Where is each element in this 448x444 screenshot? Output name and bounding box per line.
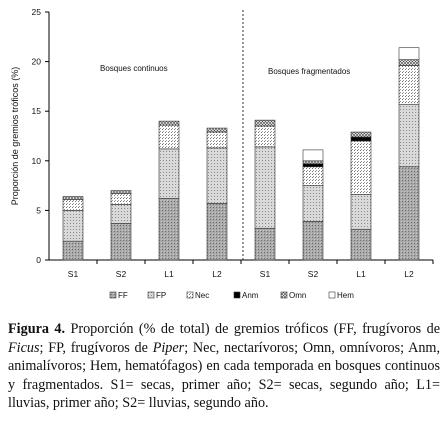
legend-label-anm: Anm [242, 291, 259, 300]
bars [62, 47, 420, 261]
x-tick-label: S1 [260, 269, 271, 279]
bar-segment-nec [206, 131, 228, 149]
y-ticks: 0 5 10 15 20 25 [32, 7, 49, 265]
bar-segment-omn [62, 196, 84, 200]
y-tick-label: 15 [32, 106, 42, 116]
legend-label-ff: FF [118, 291, 128, 300]
bar-segment-fp [350, 194, 372, 230]
bar-segment-hem [398, 47, 420, 60]
bar-segment-fp [398, 103, 420, 168]
bar-segment-nec [398, 65, 420, 105]
bar-segment-omn [398, 59, 420, 66]
bar-segment-fp [158, 148, 180, 199]
bar-segment-ff [302, 221, 324, 261]
x-tick-label: L1 [356, 269, 366, 279]
caption-part: Proporción (% de total) de gremios trófi… [65, 321, 440, 337]
bar-segment-nec [302, 166, 324, 186]
legend-label-omn: Omn [289, 291, 306, 300]
x-tick-label: L1 [164, 269, 174, 279]
bar-segment-omn [158, 120, 180, 126]
bar-segment-ff [206, 203, 228, 261]
bar-segment-ff [254, 227, 276, 261]
caption-part-italic: Piper [152, 339, 185, 356]
bar-segment-omn [302, 160, 324, 165]
caption-part: ; Nec, nectarívoros; Omn, omnívoros; Anm… [8, 339, 440, 412]
y-axis [48, 12, 433, 261]
bar-segment-omn [206, 127, 228, 133]
bar-segment-ff [62, 240, 84, 261]
section-label-continuos: Bosques continuos [100, 64, 168, 73]
stacked-bar-chart: Proporción de gremios tróficos (%) 0 5 10 1… [10, 7, 434, 300]
y-tick-label: 10 [32, 156, 42, 166]
caption-part-italic: Ficus [8, 339, 40, 356]
bar-segment-omn [110, 190, 132, 194]
x-tick-label: L2 [404, 269, 414, 279]
legend-swatch-ff [109, 291, 117, 299]
legend-label-fp: FP [156, 291, 166, 300]
figure-caption: Figura 4. Proporción (% de total) de gre… [8, 320, 440, 413]
y-tick-label: 25 [32, 7, 42, 17]
caption-part: ; FP, frugívoros de [39, 339, 153, 356]
legend-swatch-nec [186, 291, 194, 299]
legend-label-nec: Nec [195, 291, 209, 300]
bar-segment-ff [398, 166, 420, 261]
y-tick-label: 5 [36, 205, 41, 215]
bar-segment-fp [302, 185, 324, 222]
y-tick-label: 0 [36, 255, 41, 265]
legend-swatch-fp [147, 291, 155, 299]
bar-segment-omn [350, 131, 372, 138]
bar-segment-hem [302, 149, 324, 162]
bar-segment-omn [254, 119, 276, 127]
bar-segment-fp [110, 204, 132, 224]
x-tick-label: L2 [212, 269, 222, 279]
bar-segment-nec [350, 140, 372, 195]
x-tick-label: S2 [308, 269, 319, 279]
x-tick-label: S1 [68, 269, 79, 279]
y-axis-title: Proporción de gremios tróficos (%) [10, 67, 20, 206]
bar-segment-ff [158, 198, 180, 261]
section-label-fragmentados: Bosques fragmentados [268, 67, 350, 76]
bar-segment-fp [206, 147, 228, 204]
bar-segment-nec [158, 124, 180, 150]
bar-segment-anm [302, 163, 324, 168]
x-tick-labels: S1 S2 L1 L2 S1 S2 L1 L2 [68, 260, 434, 279]
caption-label: Figura 4. [8, 321, 66, 337]
bar-segment-nec [62, 199, 84, 211]
bar-segment-ff [110, 222, 132, 261]
bar-segment-ff [350, 228, 372, 261]
legend-swatch-anm [233, 291, 241, 299]
legend-swatch-omn [280, 291, 288, 299]
bar-segment-nec [110, 193, 132, 205]
legend: FF FP Nec Anm Omn Hem [109, 291, 354, 300]
bar-segment-nec [254, 125, 276, 148]
x-tick-label: S2 [116, 269, 127, 279]
bar-segment-fp [62, 210, 84, 242]
legend-swatch-hem [328, 291, 336, 299]
y-tick-label: 20 [32, 57, 42, 67]
bar-segment-fp [254, 146, 276, 229]
bar-segment-anm [350, 136, 372, 142]
legend-label-hem: Hem [337, 291, 354, 300]
